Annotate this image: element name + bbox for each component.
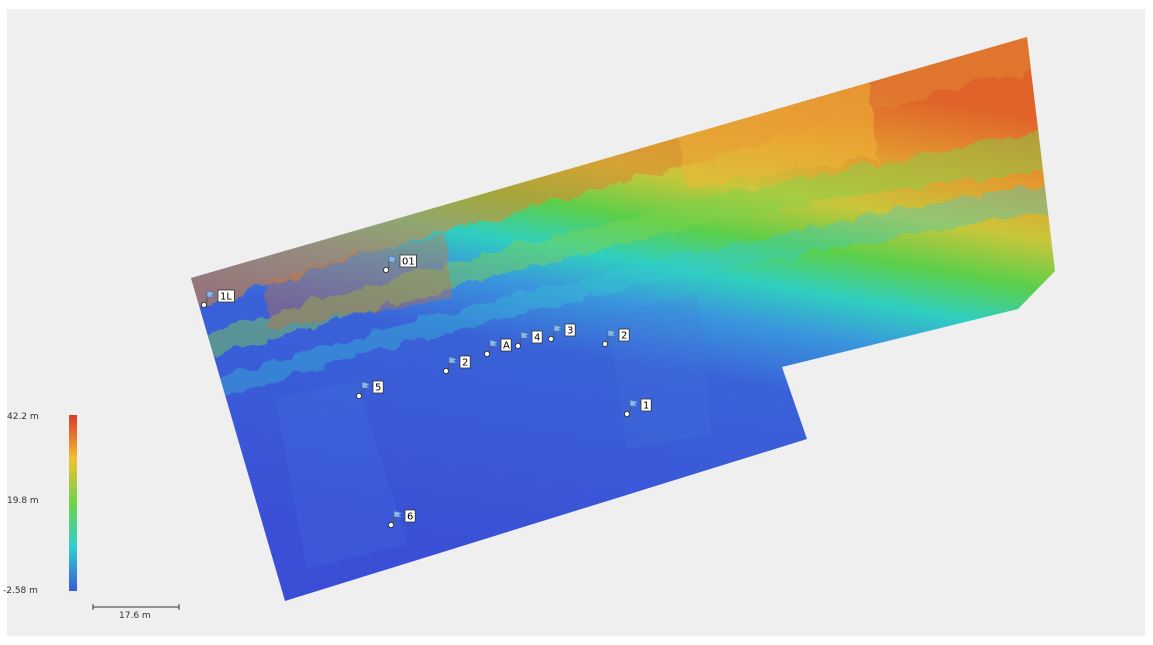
elevation-legend-bar: [69, 415, 77, 591]
legend-mid-label: 19.8 m: [7, 496, 39, 506]
marker-2[interactable]: 2: [602, 328, 630, 347]
marker-4[interactable]: 4: [514, 330, 543, 349]
point-icon: [442, 367, 449, 374]
flag-icon: [206, 290, 216, 303]
markers-layer: 1L 01 2 A 4 3 2 5 1 6: [200, 254, 652, 529]
marker-id-text: 5: [375, 383, 381, 394]
marker-01[interactable]: 01: [382, 254, 417, 273]
flag-icon: [448, 356, 458, 369]
marker-id-text: 2: [462, 358, 468, 369]
point-icon: [355, 392, 362, 399]
marker-label: 2: [459, 355, 471, 369]
point-icon: [548, 335, 555, 342]
marker-id-text: 6: [407, 512, 413, 523]
marker-1[interactable]: 1: [624, 398, 652, 417]
flag-icon: [520, 331, 530, 344]
marker-label: 3: [564, 323, 576, 337]
marker-label: 6: [404, 509, 416, 523]
flag-icon: [489, 339, 499, 352]
marker-id-text: A: [503, 341, 510, 352]
marker-label: 1: [640, 398, 652, 412]
point-icon: [200, 301, 207, 308]
scale-bar: [92, 604, 180, 610]
marker-3[interactable]: 3: [548, 323, 576, 342]
flag-icon: [388, 255, 398, 268]
marker-label: A: [500, 338, 512, 352]
marker-label: 2: [618, 328, 630, 342]
marker-id-text: 2: [621, 331, 627, 342]
legend-min-label: -2.58 m: [3, 586, 38, 596]
point-icon: [382, 266, 389, 273]
legend-max-label: 42.2 m: [7, 412, 39, 422]
point-icon: [387, 522, 394, 529]
marker-6[interactable]: 6: [387, 509, 416, 529]
point-icon: [514, 342, 521, 349]
flag-icon: [361, 381, 371, 394]
marker-1L[interactable]: 1L: [200, 289, 235, 308]
point-icon: [624, 410, 631, 417]
marker-2[interactable]: 2: [442, 355, 471, 374]
flag-icon: [607, 329, 617, 342]
point-icon: [602, 340, 609, 347]
flag-icon: [629, 399, 639, 412]
marker-id-text: 4: [534, 333, 540, 344]
marker-id-text: 1: [643, 401, 649, 412]
marker-label: 4: [531, 330, 543, 344]
marker-label: 01: [399, 254, 417, 268]
elevation-map-canvas[interactable]: 1L 01 2 A 4 3 2 5 1 6: [7, 9, 1145, 636]
scale-bar-label: 17.6 m: [119, 611, 151, 621]
flag-icon: [393, 510, 403, 523]
marker-label: 1L: [217, 289, 235, 303]
marker-5[interactable]: 5: [355, 380, 384, 399]
flag-icon: [553, 324, 563, 337]
terrain-surface: [191, 37, 1055, 601]
marker-label: 5: [372, 380, 384, 394]
marker-id-text: 3: [567, 326, 573, 337]
point-icon: [483, 350, 490, 357]
marker-A[interactable]: A: [483, 338, 512, 357]
marker-id-text: 01: [402, 257, 415, 268]
map-viewport[interactable]: 1L 01 2 A 4 3 2 5 1 6 42.2 m 19.8 m -2.58 m 17.6 …: [3, 9, 1145, 636]
marker-id-text: 1L: [220, 292, 232, 303]
